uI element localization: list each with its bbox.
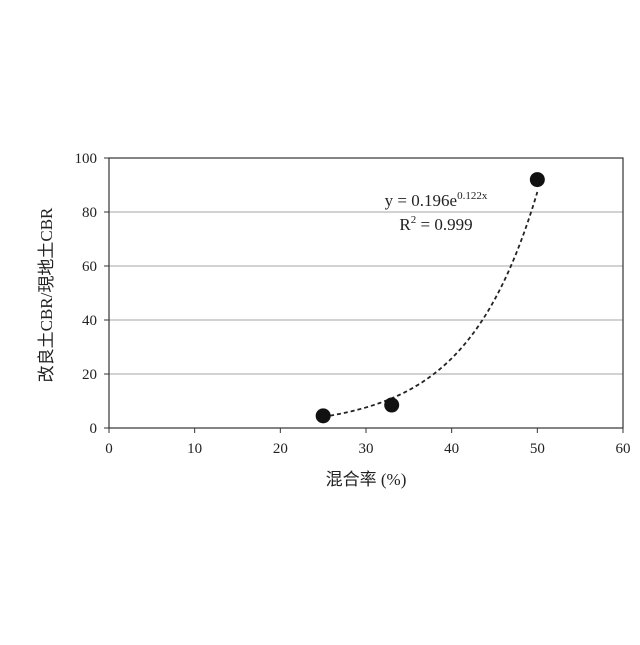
equation-base: y = 0.196e bbox=[385, 191, 457, 210]
data-point bbox=[316, 408, 331, 423]
r2-letter: R bbox=[399, 215, 411, 234]
plot-area-frame bbox=[109, 158, 623, 428]
x-tick-label: 10 bbox=[187, 441, 202, 457]
x-tick-label: 60 bbox=[616, 441, 631, 457]
x-axis-title: 混合率 (%) bbox=[326, 470, 407, 489]
x-tick-label: 0 bbox=[105, 441, 113, 457]
x-tick-label: 30 bbox=[359, 441, 374, 457]
grid-lines bbox=[109, 212, 623, 374]
y-tick-label: 60 bbox=[82, 259, 97, 275]
x-tick-label: 50 bbox=[530, 441, 545, 457]
y-axis-title: 改良土CBR/現地土CBR bbox=[37, 207, 56, 382]
y-tick-label: 80 bbox=[82, 205, 97, 221]
x-tick-label: 40 bbox=[444, 441, 459, 457]
y-tick-label: 20 bbox=[82, 367, 97, 383]
trendline-equation: y = 0.196e0.122x bbox=[385, 190, 488, 210]
y-tick-label: 40 bbox=[82, 313, 97, 329]
x-tick-label: 20 bbox=[273, 441, 288, 457]
data-point bbox=[530, 172, 545, 187]
r2-value: = 0.999 bbox=[416, 215, 472, 234]
y-tick-label: 0 bbox=[90, 421, 98, 437]
data-point bbox=[384, 398, 399, 413]
r-squared-label: R2 = 0.999 bbox=[399, 214, 472, 234]
y-tick-label: 100 bbox=[75, 151, 98, 167]
equation-exponent: 0.122x bbox=[457, 190, 488, 202]
